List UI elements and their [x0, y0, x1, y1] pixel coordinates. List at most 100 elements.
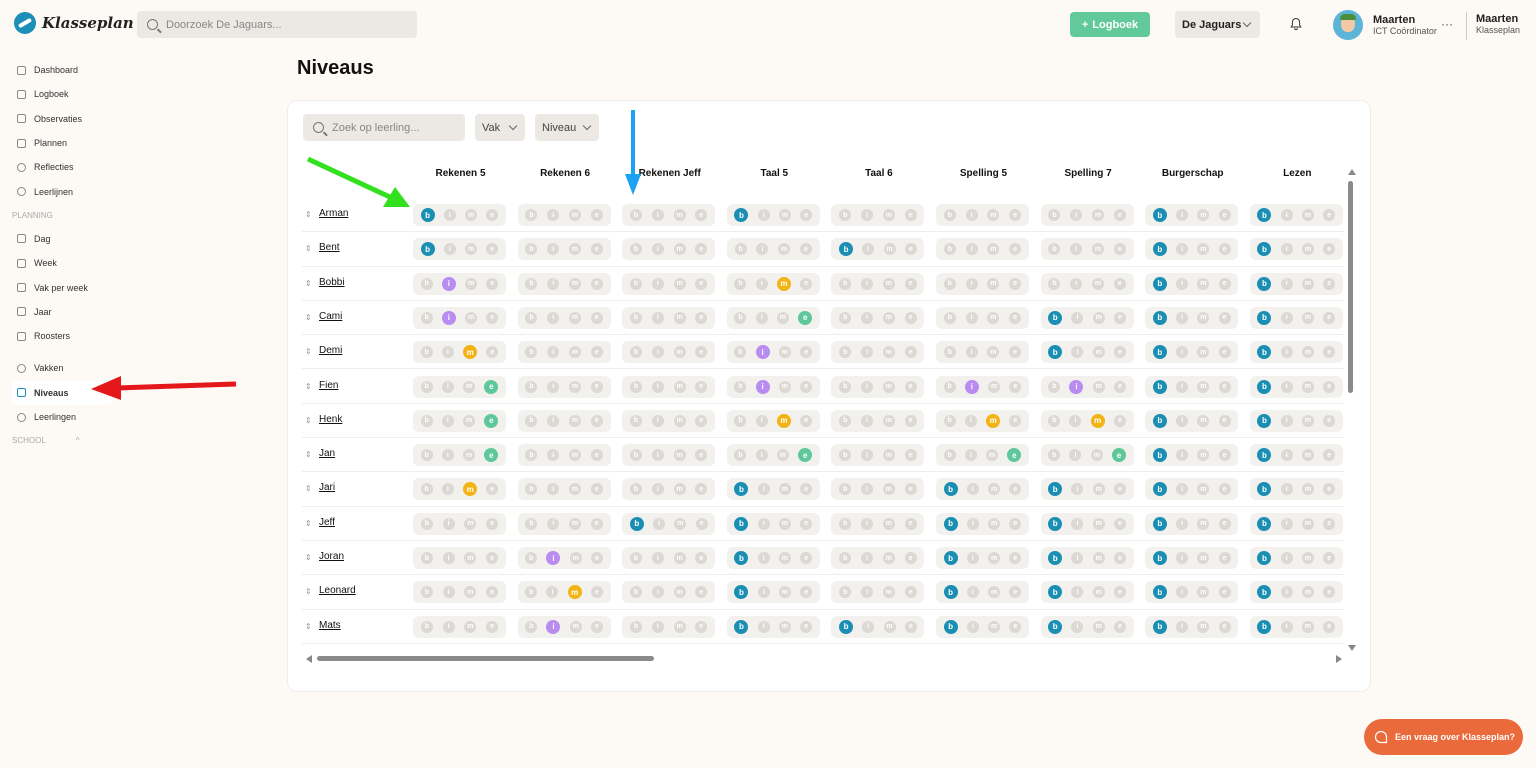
drag-handle-icon[interactable]: ⇕	[305, 484, 312, 494]
level-e-toggle[interactable]: e	[1218, 380, 1231, 393]
level-e-toggle[interactable]: e	[1323, 346, 1336, 359]
level-e-toggle[interactable]: e	[1218, 483, 1231, 496]
level-b-toggle[interactable]: b	[839, 619, 854, 634]
level-i-toggle[interactable]: i	[861, 552, 874, 564]
level-b-toggle[interactable]: b	[630, 414, 643, 427]
level-i-toggle[interactable]: i	[1176, 277, 1189, 290]
level-m-toggle[interactable]: m	[1301, 414, 1314, 427]
level-b-toggle[interactable]: b	[839, 414, 852, 427]
scroll-right-icon[interactable]	[1336, 655, 1342, 663]
level-i-toggle[interactable]: i	[757, 552, 770, 564]
level-i-toggle[interactable]: i	[1280, 517, 1293, 530]
level-i-toggle[interactable]: i	[441, 380, 454, 393]
level-e-toggle[interactable]: e	[904, 380, 917, 393]
level-m-toggle[interactable]: m	[673, 414, 686, 427]
level-i-toggle[interactable]: i	[1176, 414, 1189, 427]
level-i-toggle[interactable]: i	[651, 414, 664, 427]
level-b-toggle[interactable]: b	[525, 277, 538, 290]
level-i-toggle[interactable]: i	[1069, 414, 1082, 427]
level-i-toggle[interactable]: i	[442, 586, 455, 599]
level-e-toggle[interactable]: e	[1007, 448, 1022, 463]
sidebar-item-roosters[interactable]: Roosters	[12, 324, 112, 348]
level-i-toggle[interactable]: i	[755, 379, 770, 394]
level-b-toggle[interactable]: b	[420, 483, 433, 496]
level-e-toggle[interactable]: e	[1009, 620, 1022, 633]
level-e-toggle[interactable]: e	[904, 209, 917, 221]
level-i-toggle[interactable]: i	[1176, 380, 1189, 393]
vertical-scroll-thumb[interactable]	[1348, 181, 1353, 393]
level-i-toggle[interactable]: i	[861, 483, 874, 496]
level-b-toggle[interactable]: b	[1152, 379, 1167, 394]
level-m-toggle[interactable]: m	[463, 345, 478, 360]
level-i-toggle[interactable]: i	[1069, 379, 1084, 394]
level-e-toggle[interactable]: e	[1113, 552, 1126, 564]
level-e-toggle[interactable]: e	[590, 620, 603, 633]
level-e-toggle[interactable]: e	[1113, 414, 1126, 427]
drag-handle-icon[interactable]: ⇕	[305, 381, 312, 391]
level-m-toggle[interactable]: m	[673, 483, 686, 496]
level-e-toggle[interactable]: e	[486, 517, 499, 530]
level-m-toggle[interactable]: m	[1301, 243, 1314, 256]
level-i-toggle[interactable]: i	[1176, 243, 1189, 256]
level-i-toggle[interactable]: i	[1176, 586, 1189, 599]
level-b-toggle[interactable]: b	[1257, 585, 1272, 600]
level-i-toggle[interactable]: i	[1176, 620, 1189, 633]
level-b-toggle[interactable]: b	[1048, 516, 1063, 531]
level-b-toggle[interactable]: b	[630, 209, 643, 221]
student-name-link[interactable]: Fien	[319, 379, 339, 391]
level-e-toggle[interactable]: e	[695, 380, 708, 393]
level-b-toggle[interactable]: b	[630, 449, 643, 462]
level-i-toggle[interactable]: i	[757, 586, 770, 599]
drag-handle-icon[interactable]: ⇕	[305, 621, 312, 631]
subject-filter-dropdown[interactable]: Vak	[475, 114, 525, 141]
level-e-toggle[interactable]: e	[590, 414, 603, 427]
level-m-toggle[interactable]: m	[1301, 552, 1314, 564]
level-m-toggle[interactable]: m	[882, 346, 895, 359]
level-e-toggle[interactable]: e	[1009, 311, 1022, 324]
level-b-toggle[interactable]: b	[1048, 277, 1061, 290]
drag-handle-icon[interactable]: ⇕	[305, 415, 312, 425]
level-m-toggle[interactable]: m	[1092, 483, 1105, 496]
level-e-toggle[interactable]: e	[1113, 620, 1126, 633]
level-e-toggle[interactable]: e	[1323, 209, 1336, 221]
level-i-toggle[interactable]: i	[547, 209, 560, 221]
level-m-toggle[interactable]: m	[1197, 552, 1210, 564]
level-m-toggle[interactable]: m	[986, 449, 999, 462]
level-e-toggle[interactable]: e	[486, 311, 499, 324]
level-e-toggle[interactable]: e	[695, 449, 708, 462]
level-b-toggle[interactable]: b	[943, 243, 956, 256]
level-e-toggle[interactable]: e	[486, 483, 499, 496]
level-b-toggle[interactable]: b	[1257, 208, 1272, 222]
level-e-toggle[interactable]: e	[1218, 277, 1231, 290]
level-e-toggle[interactable]: e	[1218, 311, 1231, 324]
level-m-toggle[interactable]: m	[1197, 380, 1210, 393]
level-i-toggle[interactable]: i	[755, 345, 770, 360]
level-e-toggle[interactable]: e	[1113, 209, 1126, 221]
level-b-toggle[interactable]: b	[1257, 619, 1272, 634]
sidebar-item-dashboard[interactable]: Dashboard	[12, 58, 112, 82]
notifications-bell-icon[interactable]	[1286, 14, 1306, 34]
level-i-toggle[interactable]: i	[862, 243, 875, 256]
scroll-down-icon[interactable]	[1348, 645, 1356, 651]
level-m-toggle[interactable]: m	[1301, 209, 1314, 221]
level-m-toggle[interactable]: m	[1301, 277, 1314, 290]
more-options-icon[interactable]: ···	[1441, 17, 1453, 31]
drag-handle-icon[interactable]: ⇕	[305, 450, 312, 460]
sidebar-item-leerlijnen[interactable]: Leerlijnen	[12, 179, 112, 203]
level-b-toggle[interactable]: b	[839, 380, 852, 393]
level-b-toggle[interactable]: b	[734, 208, 749, 222]
scroll-up-icon[interactable]	[1348, 169, 1356, 175]
level-m-toggle[interactable]: m	[882, 449, 895, 462]
vertical-scrollbar[interactable]	[1348, 169, 1356, 651]
level-e-toggle[interactable]: e	[486, 243, 499, 256]
level-b-toggle[interactable]: b	[630, 483, 643, 496]
level-m-toggle[interactable]: m	[988, 517, 1001, 530]
level-b-toggle[interactable]: b	[1257, 448, 1272, 463]
drag-handle-icon[interactable]: ⇕	[305, 518, 312, 528]
level-e-toggle[interactable]: e	[1218, 586, 1231, 599]
level-m-toggle[interactable]: m	[778, 380, 791, 393]
level-e-toggle[interactable]: e	[1009, 414, 1022, 427]
level-m-toggle[interactable]: m	[1091, 243, 1104, 256]
level-e-toggle[interactable]: e	[486, 209, 499, 221]
level-b-toggle[interactable]: b	[839, 517, 852, 530]
